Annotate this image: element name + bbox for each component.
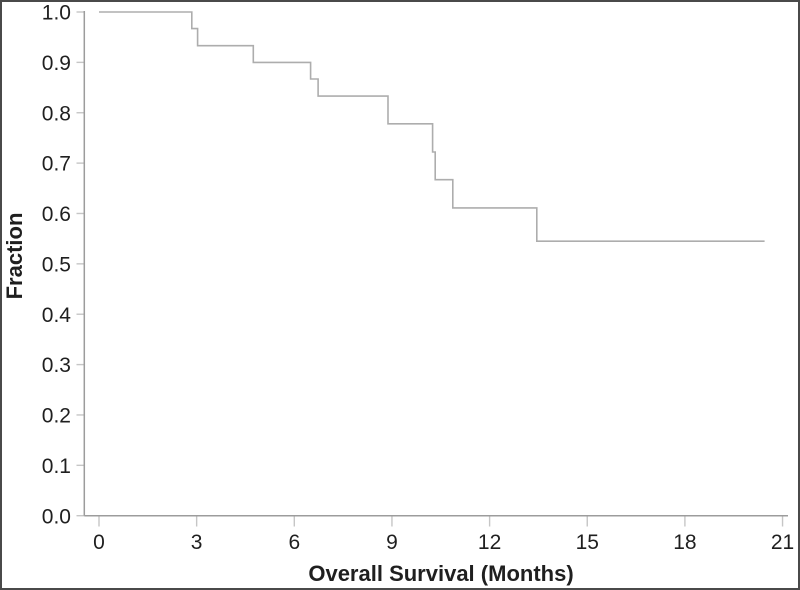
x-tick-label: 21 [771,531,794,554]
x-tick-label: 9 [386,531,398,554]
y-tick-label: 1.0 [42,2,71,25]
y-tick-label: 0.5 [42,253,71,276]
y-tick-label: 0.4 [42,304,72,327]
y-axis-title: Fraction [2,212,27,300]
y-tick-label: 0.1 [42,455,71,478]
y-tick-label: 0.8 [42,102,71,125]
y-tick-label: 0.2 [42,405,71,428]
x-axis-title: Overall Survival (Months) [308,561,574,586]
x-tick-label: 18 [673,531,696,554]
y-tick-label: 0.0 [42,505,71,528]
x-tick-label: 0 [93,531,105,554]
y-tick-label: 0.9 [42,52,71,75]
survival-step-curve [99,11,765,242]
x-tick-label: 6 [288,531,300,554]
y-tick-label: 0.7 [42,153,71,176]
x-tick-label: 12 [478,531,501,554]
x-tick-label: 15 [576,531,599,554]
x-tick-label: 3 [191,531,203,554]
y-tick-label: 0.3 [42,354,71,377]
y-tick-label: 0.6 [42,203,71,226]
